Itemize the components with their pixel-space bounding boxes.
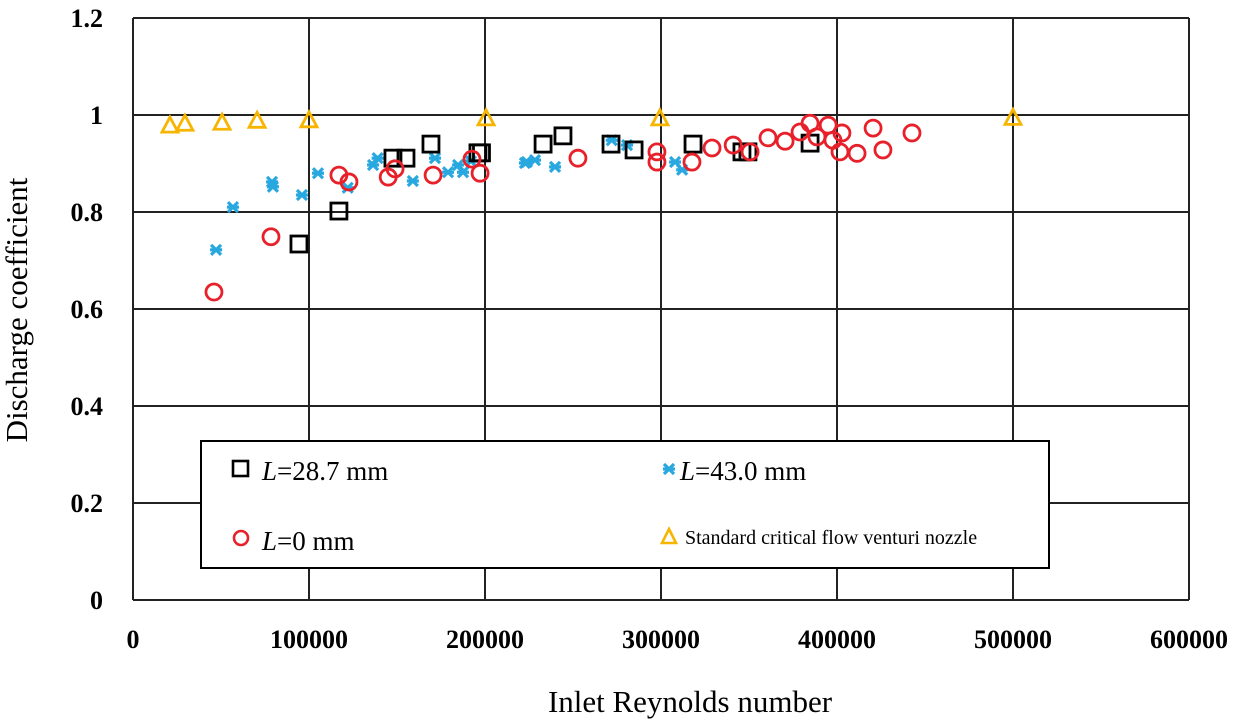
data-point-triangle (298, 108, 320, 129)
data-point-cross (311, 167, 325, 180)
data-point-cross (295, 188, 309, 202)
data-point-square (553, 126, 573, 146)
data-point-circle (647, 142, 667, 162)
data-point-triangle (649, 106, 671, 127)
x-tick-label: 600000 (1150, 625, 1228, 654)
data-point-circle (568, 148, 588, 168)
x-axis-title: Inlet Reynolds number (548, 684, 833, 719)
data-point-cross (266, 180, 280, 193)
y-tick-label: 0.8 (71, 198, 104, 227)
data-point-cross (406, 174, 419, 188)
data-point-triangle (1002, 106, 1024, 126)
y-tick-label: 0.6 (71, 295, 104, 324)
data-point-square (601, 134, 621, 154)
y-tick-label: 0.2 (71, 489, 104, 518)
data-point-triangle (159, 114, 181, 134)
data-point-square (289, 234, 309, 254)
y-axis-title: Discharge coefficient (0, 177, 34, 442)
data-point-circle (723, 135, 743, 155)
legend-marker-cross (662, 462, 676, 476)
data-point-circle (847, 143, 867, 163)
x-tick-label: 0 (127, 625, 140, 654)
data-point-circle (423, 165, 443, 185)
x-tick-label: 100000 (270, 625, 348, 654)
data-point-circle (790, 122, 810, 142)
data-point-cross (226, 201, 240, 214)
x-tick-label: 500000 (974, 625, 1052, 654)
data-point-circle (204, 282, 224, 302)
data-point-circle (385, 159, 405, 179)
data-point-cross (456, 166, 470, 179)
data-point-triangle (475, 106, 497, 127)
legend-cross-glyph (662, 462, 676, 476)
legend-label-l0: L=0 mm (261, 526, 355, 556)
data-point-cross (528, 153, 542, 167)
data-point-circle (832, 123, 852, 143)
data-point-circle (470, 163, 490, 183)
legend-label-standard: Standard critical flow venturi nozzle (685, 527, 977, 549)
legend-marker-square (231, 459, 250, 478)
data-point-circle (873, 140, 893, 160)
data-point-square (533, 134, 553, 154)
data-point-square (396, 148, 416, 168)
data-point-square (383, 148, 403, 168)
legend-label-l287: L=28.7 mm (261, 456, 388, 486)
y-tick-label: 0 (90, 586, 103, 615)
x-tick-labels: 0 100000 200000 300000 400000 500000 600000 (127, 625, 1229, 654)
data-point-triangle (246, 109, 268, 129)
x-tick-label: 400000 (798, 625, 876, 654)
y-tick-labels: 0 0.2 0.4 0.6 0.8 1 1.2 (71, 4, 104, 615)
data-point-circle (462, 149, 482, 169)
legend-label-l430: L=43.0 mm (679, 456, 806, 486)
legend-box (200, 440, 1050, 569)
data-point-circle (647, 152, 667, 172)
legend-marker-triangle (659, 526, 679, 545)
legend: L=28.7 mm L=43.0 mm L=0 mm Standard crit… (200, 440, 1050, 569)
data-point-cross (548, 160, 562, 174)
data-point-circle (863, 118, 883, 138)
data-point-triangle (174, 112, 196, 132)
data-point-cross (441, 166, 455, 179)
data-point-cross (371, 152, 384, 165)
data-point-square (472, 143, 491, 163)
data-point-circle (682, 152, 702, 172)
data-point-square (421, 134, 441, 154)
data-point-circle (902, 123, 922, 143)
y-tick-label: 1 (90, 101, 103, 130)
data-point-square (624, 140, 644, 160)
data-point-cross (209, 243, 223, 256)
y-tick-label: 1.2 (71, 4, 104, 33)
grid (132, 17, 1190, 601)
data-point-circle (261, 227, 281, 247)
data-point-triangle (211, 111, 233, 131)
x-tick-label: 200000 (446, 625, 524, 654)
legend-marker-circle (232, 529, 250, 547)
data-point-cross (451, 158, 465, 172)
data-point-circle (758, 128, 778, 148)
y-tick-label: 0.4 (71, 392, 104, 421)
data-point-square (329, 201, 349, 221)
data-point-cross (428, 152, 442, 165)
data-point-circle (740, 142, 760, 162)
data-point-square (683, 134, 703, 154)
data-point-circle (775, 131, 795, 151)
data-points (159, 106, 1024, 302)
x-tick-label: 300000 (622, 625, 700, 654)
data-point-circle (339, 172, 359, 192)
data-point-circle (702, 138, 722, 158)
